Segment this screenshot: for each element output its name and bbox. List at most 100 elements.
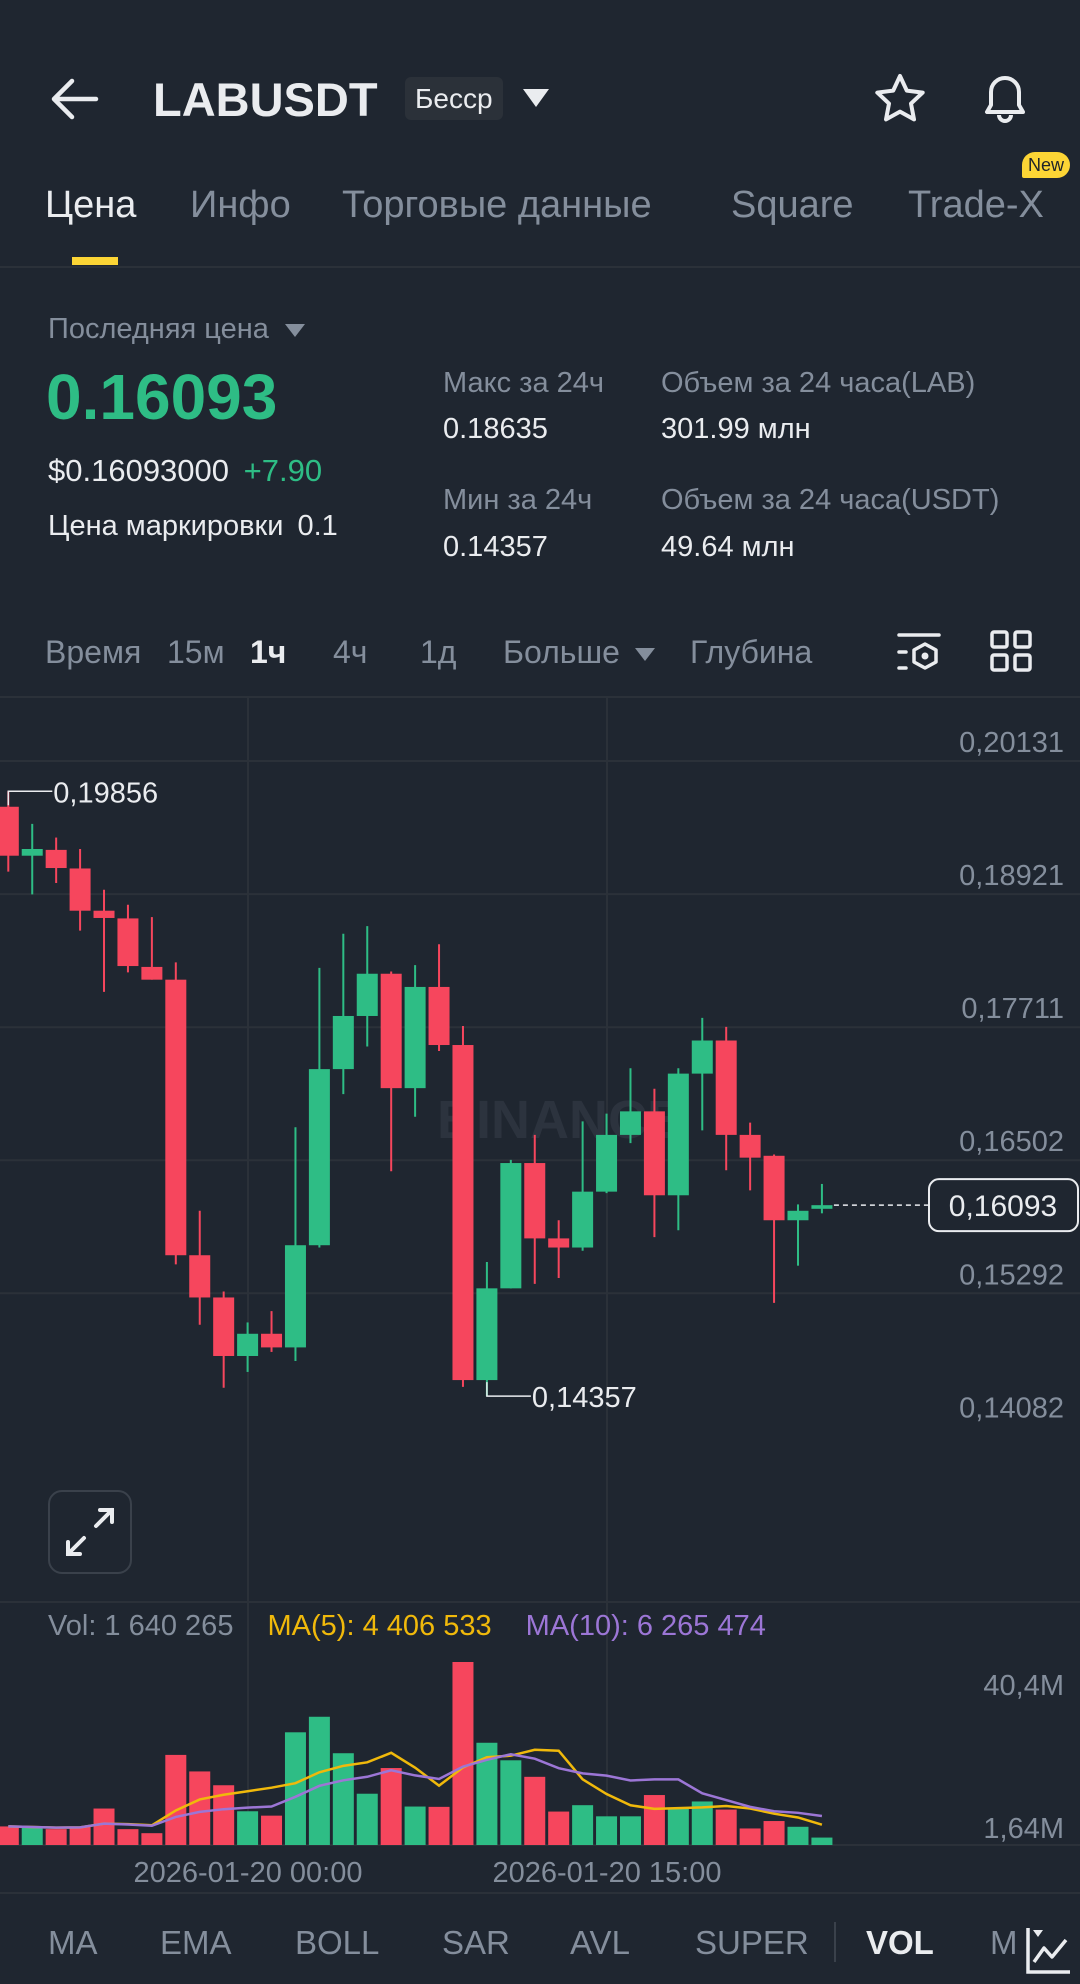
timeframe-4h[interactable]: 4ч — [333, 634, 368, 670]
volume-bar — [667, 1807, 689, 1845]
candle-body — [284, 1245, 306, 1348]
timeframe-1d[interactable]: 1д — [420, 634, 457, 670]
volume-bar — [165, 1754, 187, 1845]
back-arrow-icon — [51, 78, 99, 120]
alert-button[interactable] — [978, 70, 1032, 131]
candlestick-chart[interactable]: BINANCE 0,20131 0,18921 0,17711 0,16502 0,15… — [0, 698, 1080, 1893]
last-price-box — [928, 1178, 1079, 1233]
indicator-avl[interactable]: AVL — [570, 1924, 630, 1961]
indicator-chart-icon — [1026, 1928, 1070, 1974]
indicator-more[interactable]: M — [990, 1924, 1018, 1961]
tab-square[interactable]: Square — [731, 184, 854, 226]
layout-button[interactable] — [990, 630, 1032, 677]
volume-bar — [739, 1828, 761, 1845]
candle-body — [811, 1205, 833, 1209]
candle-body — [69, 868, 91, 911]
tab-trading-data[interactable]: Торговые данные — [342, 184, 652, 226]
chart-settings-icon — [897, 633, 941, 670]
volume-bar — [428, 1806, 450, 1845]
indicator-ma[interactable]: MA — [48, 1924, 98, 1961]
volume-bar — [572, 1805, 594, 1845]
candle-body — [572, 1191, 594, 1248]
volume-bar — [380, 1768, 402, 1845]
candle-body — [93, 910, 115, 918]
candle-body — [0, 806, 19, 856]
volume-bar — [619, 1816, 641, 1845]
volume-bar — [356, 1793, 378, 1845]
volume-bar — [69, 1826, 91, 1845]
favorite-button[interactable] — [873, 72, 927, 131]
candle-body — [404, 986, 426, 1089]
volume-bar — [0, 1826, 19, 1845]
volume-value: Vol: 1 640 265 — [48, 1610, 234, 1642]
indicator-separator — [834, 1922, 836, 1962]
indicator-boll[interactable]: BOLL — [295, 1924, 380, 1961]
candle-body — [524, 1163, 546, 1239]
star-icon — [875, 74, 925, 122]
candle-body — [500, 1163, 522, 1289]
indicator-ema[interactable]: EMA — [160, 1924, 232, 1961]
volume-bar — [811, 1837, 833, 1845]
price-type-label: Последняя цена — [48, 313, 269, 345]
caret-down-icon — [634, 648, 655, 662]
volume-axis-label: 1,64M — [983, 1813, 1064, 1845]
low-24h-value: 0.14357 — [443, 531, 548, 563]
mark-price-row: Цена маркировки 0.1 — [48, 510, 338, 543]
indicator-sar[interactable]: SAR — [442, 1924, 510, 1961]
timeframe-more-dropdown[interactable]: Больше — [503, 634, 655, 671]
candle-body — [165, 979, 187, 1256]
high-24h-value: 0.18635 — [443, 413, 548, 445]
volume-bar — [787, 1826, 809, 1845]
time-axis-label: 2026-01-20 00:00 — [134, 1857, 363, 1889]
candle-body — [596, 1134, 618, 1192]
volume-ma10: MA(10): 6 265 474 — [525, 1610, 766, 1642]
candle-body — [237, 1333, 259, 1356]
price-axis-label: 0,16502 — [959, 1126, 1064, 1158]
volume-bar — [284, 1732, 306, 1845]
new-badge: New — [1022, 152, 1071, 178]
tabs-divider — [0, 266, 1080, 268]
timeframe-15m[interactable]: 15м — [167, 634, 225, 670]
high-24h-label: Макс за 24ч — [443, 367, 605, 399]
price-change: +7.90 — [243, 453, 323, 488]
candle-body — [452, 1045, 474, 1381]
volume-bar — [189, 1771, 211, 1845]
back-button[interactable] — [48, 76, 100, 122]
tab-info[interactable]: Инфо — [190, 184, 291, 226]
price-axis-label: 0,17711 — [961, 993, 1064, 1025]
symbol-title[interactable]: LABUSDT — [153, 73, 378, 126]
candle-body — [189, 1255, 211, 1298]
expand-chart-button[interactable] — [48, 1490, 132, 1574]
candle-body — [261, 1333, 283, 1348]
depth-tab[interactable]: Глубина — [690, 634, 813, 670]
candle-body — [739, 1134, 761, 1158]
indicator-vol[interactable]: VOL — [866, 1924, 934, 1961]
volume-usdt-label: Объем за 24 часа(USDT) — [661, 484, 1000, 516]
symbol-dropdown-caret-icon[interactable] — [523, 89, 549, 107]
low-24h-label: Мин за 24ч — [443, 484, 593, 516]
candle-body — [715, 1040, 737, 1135]
indicator-settings-button[interactable] — [1024, 1926, 1080, 1980]
volume-bar — [452, 1662, 474, 1845]
volume-ma10-line — [8, 1752, 823, 1829]
time-axis-label: 2026-01-20 15:00 — [493, 1857, 722, 1889]
chart-settings-button[interactable] — [896, 632, 942, 679]
volume-bar — [93, 1808, 115, 1845]
volume-bar — [213, 1785, 235, 1845]
volume-bar — [21, 1827, 43, 1845]
candle-body — [548, 1238, 570, 1248]
tab-trade-x[interactable]: Trade-X — [908, 184, 1044, 226]
indicator-super[interactable]: SUPER — [695, 1924, 809, 1961]
volume-bar — [237, 1811, 259, 1845]
volume-bar — [45, 1829, 67, 1845]
usd-price: $0.16093000 — [48, 453, 230, 488]
active-tab-indicator — [72, 257, 118, 265]
timeframe-1h[interactable]: 1ч — [250, 634, 287, 670]
candle-body — [787, 1210, 809, 1221]
tab-price[interactable]: Цена — [45, 184, 137, 226]
volume-bar — [332, 1753, 354, 1845]
mark-price-label: Цена маркировки — [48, 510, 284, 542]
bell-icon — [985, 76, 1025, 123]
candle-body — [428, 986, 450, 1046]
price-type-selector[interactable]: Последняя цена — [48, 313, 305, 346]
